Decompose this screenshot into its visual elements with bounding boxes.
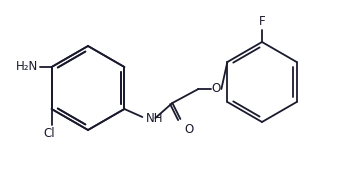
Text: O: O	[212, 81, 221, 95]
Text: NH: NH	[146, 113, 164, 125]
Text: F: F	[259, 15, 265, 28]
Text: H₂N: H₂N	[15, 61, 38, 73]
Text: Cl: Cl	[44, 127, 55, 140]
Text: O: O	[184, 123, 194, 136]
